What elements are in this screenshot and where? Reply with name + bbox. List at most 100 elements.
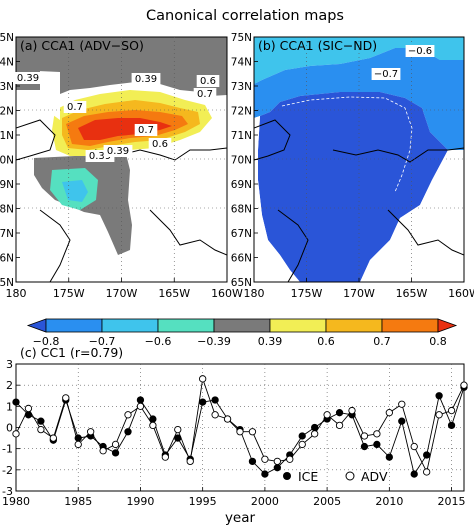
series-point-adv [62,394,70,402]
contour-label-box [148,138,172,150]
colorbar-tick-label: 0.7 [373,335,391,348]
y-tick-label: -2 [2,464,13,477]
colorbar-segment [45,318,103,333]
contour-label: 0.39 [135,74,157,85]
map-y-tick-label: 71N [231,130,252,142]
contour-label-box [196,75,220,87]
contour-label-box [13,72,43,84]
map-y-tick-label: 69N [0,179,14,191]
series-point-ice [37,417,45,425]
panel-b-x-ticks: 180 175W 170W 165W 160W [244,278,474,300]
series-point-adv [174,425,182,434]
map-x-tick-label: 180 [244,287,265,300]
map-y-tick-label: 67N [0,228,14,240]
series-point-ice [211,396,219,404]
panel-c-legend: ICE ADV [283,469,388,484]
colorbar-tick-label: 0.8 [429,335,447,348]
panel-c-y-ticks: -3 -2 -1 0 1 2 3 [2,358,20,498]
panel-b-white-right [360,150,464,282]
panel-a-field [16,37,227,282]
series-point-ice [385,453,393,461]
series-point-adv [335,421,344,430]
legend-adv-label: ADV [361,469,388,484]
x-tick-label: 1980 [2,495,30,508]
contour-label: 0.7 [67,102,83,113]
panel-a: (a) CCA1 (ADV−SO) 0.39 0.39 0.60.70.70.70.… [13,36,228,283]
panel-a-x-ticks: 180 175W 170W 165W 160W [6,278,243,300]
x-tick-label: 2015 [438,495,466,508]
contour-label: 0.6 [152,139,168,150]
map-y-tick-label: 68N [231,204,252,216]
map-y-tick-label: 66N [231,253,252,265]
y-tick-label: 0 [6,422,13,435]
colorbar-left-arrow [26,318,47,333]
series-point-adv [211,411,219,419]
series-point-ice [149,415,157,423]
series-point-adv [286,455,294,463]
panel-b-contour-labels: −0.6 −0.7 [371,45,435,80]
contour-label-box [63,101,87,113]
contour-label-box [371,68,401,80]
series-point-adv [273,457,281,466]
series-point-ice [111,449,120,457]
series-point-adv [323,411,331,419]
map-y-tick-label: 70N [0,155,14,167]
series-point-adv [99,447,107,455]
series-point-adv [199,375,207,383]
colorbar-segment [269,318,327,333]
map-x-tick-label: 160W [448,287,474,300]
contour-label: 0.39 [89,151,111,162]
colorbar-tick-label: 0.6 [317,335,335,348]
series-point-ice [24,411,33,419]
series-point-adv [12,430,20,438]
legend-ice-marker [283,472,291,480]
series-point-ice [398,417,406,425]
series-point-ice [199,398,207,406]
panel-c-series [12,375,468,478]
map-y-tick-label: 72N [231,106,252,118]
series-point-adv [311,430,319,438]
series-point-adv [435,411,443,419]
series-point-ice [124,428,132,436]
panel-b-white-left [254,116,300,282]
series-point-ice [435,392,443,400]
x-tick-label: 1990 [126,495,154,508]
map-x-tick-label: 165W [396,287,428,300]
series-point-ice [136,396,145,404]
panel-a-gray-region [16,37,227,108]
series-point-adv [24,404,33,413]
series-point-ice [335,409,344,417]
contour-label-box [405,45,435,57]
series-point-adv [248,428,257,436]
colorbar-segment [325,318,383,333]
series-point-adv [186,457,194,466]
panel-c: (c) CC1 (r=0.79) -3 -2 -1 0 1 2 3 1980 1985 1990… [2,345,468,526]
map-x-tick-label: 180 [6,287,27,300]
panel-b: (b) CCA1 (SIC−ND) −0.6 −0.7 [253,36,465,283]
series-point-adv [136,402,145,410]
series-point-adv [423,468,431,476]
series-point-ice [261,470,269,478]
contour-label-box [103,145,133,157]
contour-label-box [193,88,217,100]
y-tick-label: -1 [2,443,13,456]
colorbar-tick-label: −0.7 [89,335,116,348]
series-point-ice [174,434,182,442]
map-y-tick-label: 65N [0,277,14,289]
map-y-tick-label: 65N [231,277,252,289]
contour-label: 0.6 [200,76,216,87]
x-tick-label: 2010 [375,495,403,508]
contour-label: −0.6 [408,46,432,57]
colorbar-segment [213,318,271,333]
colorbar-tick-label: −0.6 [145,335,172,348]
panel-b-dashed-contour [281,96,413,193]
y-tick-label: 3 [6,358,13,371]
series-point-adv [410,442,418,451]
map-y-tick-label: 71N [0,130,14,142]
colorbar: −0.8 −0.7 −0.6 −0.39 0.39 0.6 0.7 0.8 [26,318,458,348]
series-point-adv [447,406,456,415]
series-point-adv [149,421,157,430]
contour-label: 0.7 [197,89,213,100]
series-point-adv [298,440,306,449]
